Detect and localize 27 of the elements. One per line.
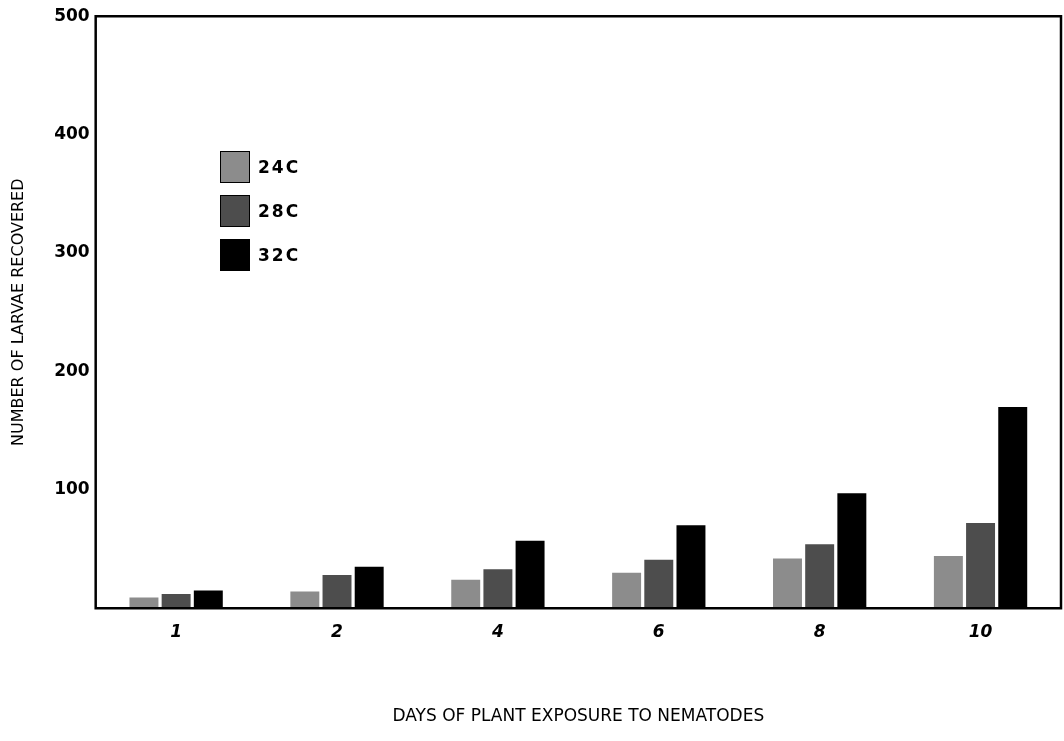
x-tick-label: 6 <box>652 620 665 641</box>
x-tick-label: 2 <box>331 620 343 641</box>
bar <box>451 579 481 609</box>
y-tick-label: 300 <box>54 241 90 262</box>
bar <box>612 572 642 609</box>
bar <box>161 593 191 609</box>
bar <box>966 522 996 609</box>
legend-label: 32C <box>258 245 301 265</box>
legend-label: 24C <box>258 157 301 177</box>
x-tick-label: 1 <box>170 620 183 641</box>
y-tick-label: 200 <box>54 359 90 380</box>
legend-label: 28C <box>258 201 301 221</box>
y-axis-title: NUMBER OF LARVAE RECOVERED <box>7 178 27 446</box>
x-tick-label: 4 <box>490 620 504 641</box>
bar <box>773 558 802 609</box>
y-tick-label: 400 <box>54 123 90 144</box>
bar <box>290 591 320 609</box>
y-tick-label: 500 <box>54 4 90 25</box>
y-tick-label: 100 <box>54 478 90 499</box>
bar <box>483 569 513 609</box>
x-axis-title: DAYS OF PLANT EXPOSURE TO NEMATODES <box>392 705 765 726</box>
x-tick-label: 10 <box>968 620 993 641</box>
bar <box>805 544 835 609</box>
x-tick-label: 8 <box>813 620 826 641</box>
bar <box>644 559 674 609</box>
bar <box>322 575 352 609</box>
bar <box>933 556 963 609</box>
